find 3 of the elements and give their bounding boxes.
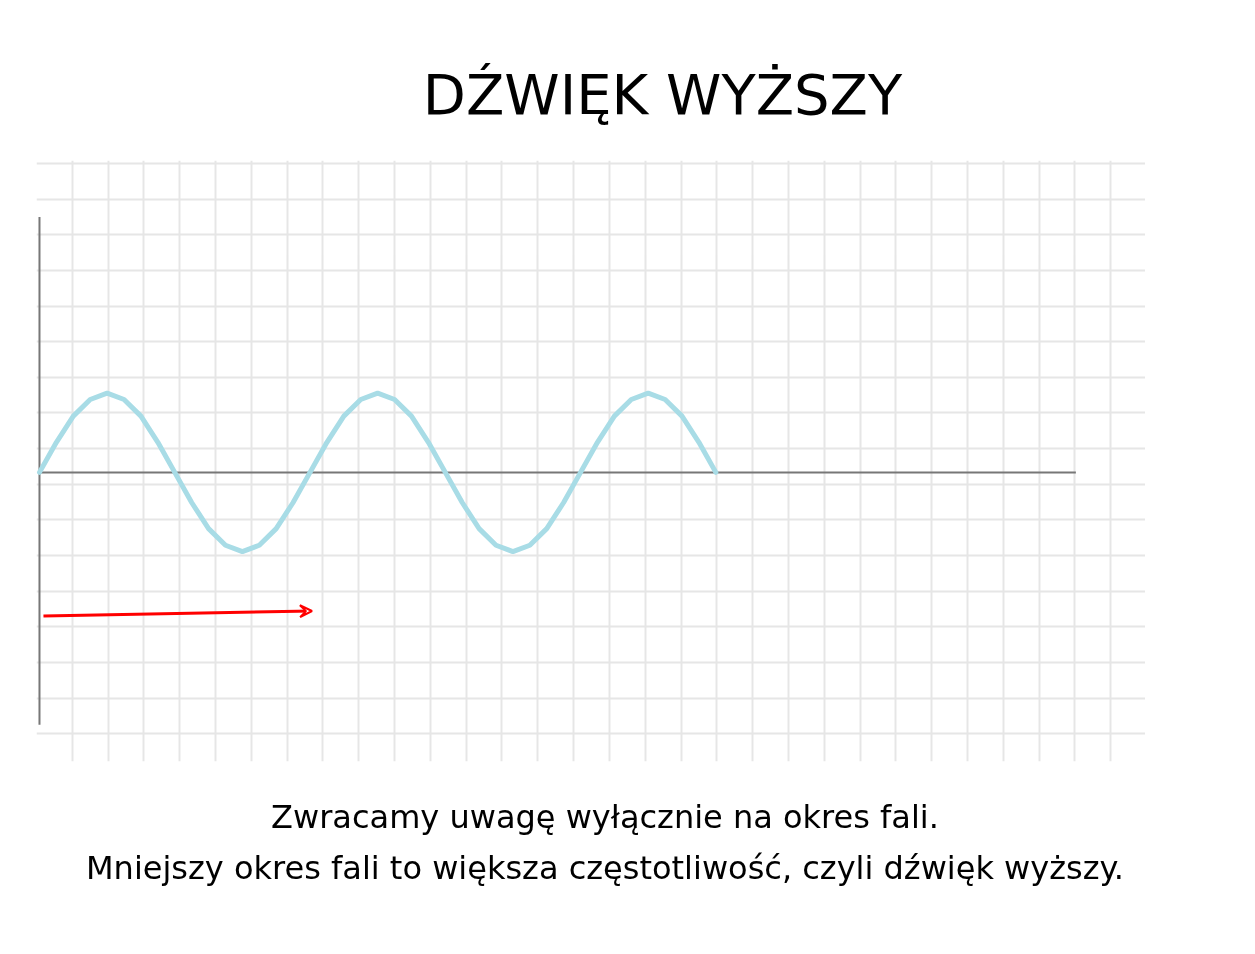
text: Zwracamy uwagę wyłącznie na okres fali. bbox=[270, 797, 940, 838]
text: Mniejszy okres fali to większa częstotliwość, czyli dźwięk wyższy. bbox=[85, 848, 1124, 890]
chart-title: DŹWIĘK WYŻSZY bbox=[422, 61, 903, 129]
